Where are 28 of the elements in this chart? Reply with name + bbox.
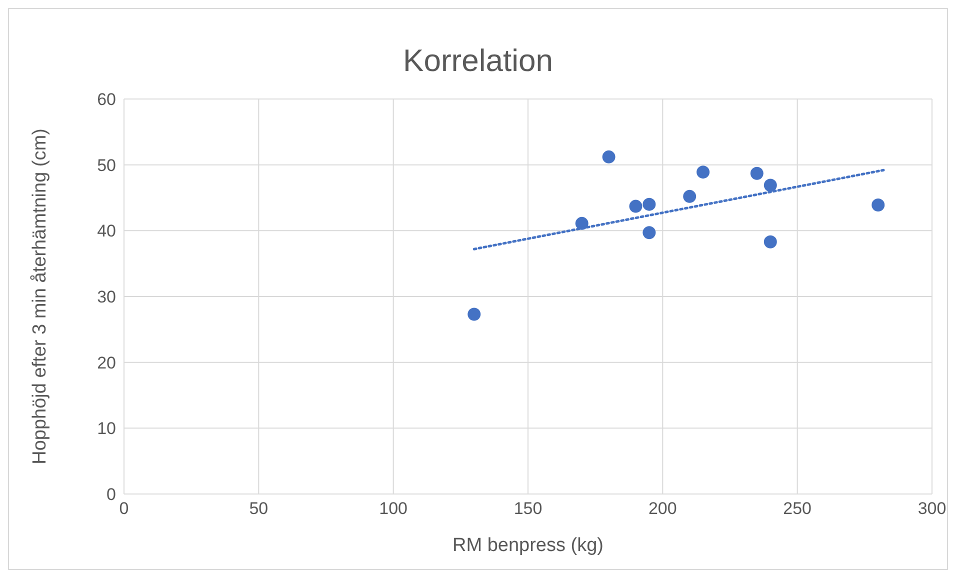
point: [629, 200, 642, 213]
x-tick-label: 150: [514, 499, 542, 518]
point: [764, 235, 777, 248]
point: [764, 178, 777, 192]
y-tick-label: 60: [97, 90, 116, 110]
y-axis-title: Hopphöjd efter 3 min återhämtning (cm): [30, 128, 51, 464]
x-tick-label: 250: [783, 499, 812, 518]
point: [642, 198, 656, 211]
point: [750, 166, 764, 180]
point: [696, 166, 710, 179]
y-tick-label: 10: [97, 419, 116, 438]
y-tick-label: 0: [106, 485, 116, 504]
point: [872, 198, 885, 212]
point: [683, 190, 696, 203]
x-tick-label: 100: [379, 499, 408, 518]
point: [642, 226, 656, 240]
point: [602, 150, 616, 164]
y-tick-label: 20: [97, 353, 116, 372]
x-tick-label: 200: [648, 499, 677, 518]
x-tick-label: 0: [119, 499, 129, 518]
chart-title: Korrelation: [402, 43, 554, 79]
y-tick-label: 50: [97, 156, 116, 175]
x-tick-label: 50: [249, 499, 268, 518]
x-tick-label: 300: [918, 499, 946, 518]
x-axis-title: RM benpress (kg): [452, 535, 604, 556]
y-tick-label: 30: [97, 288, 116, 307]
y-tick-label: 40: [97, 222, 116, 241]
point: [468, 308, 481, 321]
